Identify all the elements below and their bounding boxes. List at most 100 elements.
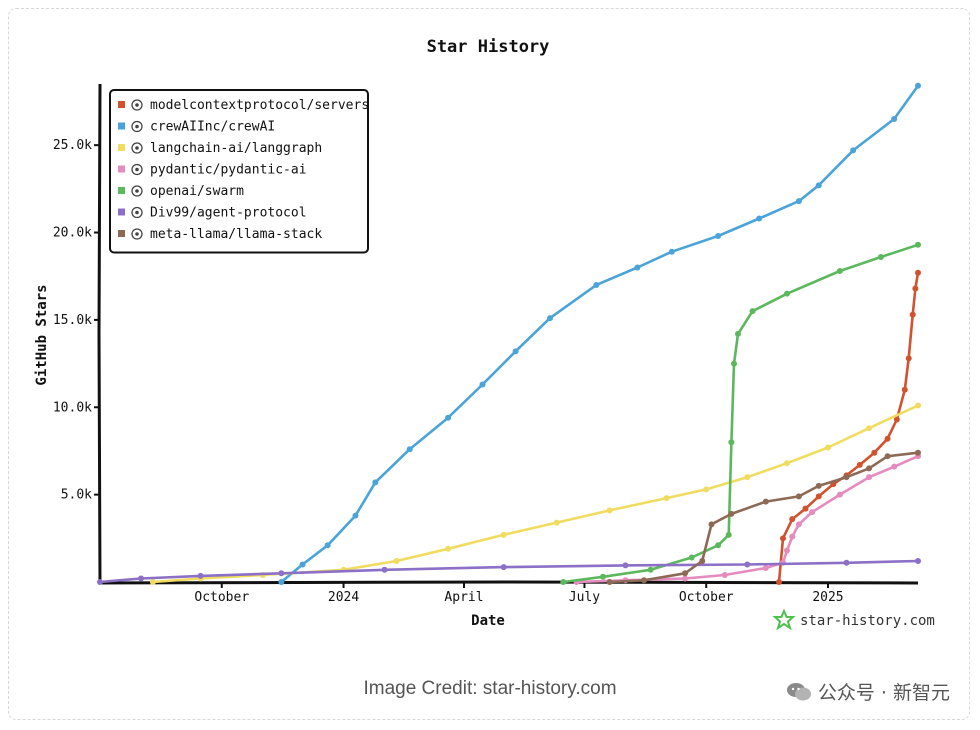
data-point	[915, 82, 921, 89]
mcp-logo-icon	[131, 99, 143, 111]
x-tick-label: April	[444, 590, 483, 605]
data-point	[789, 533, 796, 540]
data-point	[606, 507, 613, 514]
wechat-attribution: 公众号 · 新智元	[786, 678, 950, 705]
data-point	[891, 463, 898, 470]
data-point	[278, 570, 285, 577]
series-div99-agent-protocol	[97, 558, 921, 585]
data-point	[912, 285, 919, 292]
data-point	[393, 558, 400, 565]
data-point	[138, 575, 145, 582]
data-point	[815, 182, 822, 189]
data-point	[97, 579, 103, 585]
series-pydantic-pydantic-ai	[573, 453, 921, 585]
y-axis-title: GitHub Stars	[34, 284, 50, 385]
legend-label: Div99/agent-protocol	[150, 206, 307, 221]
openai-logo-icon	[131, 185, 143, 197]
legend-box	[109, 89, 369, 254]
data-point	[893, 416, 900, 423]
legend-swatch	[118, 144, 125, 151]
wechat-icon	[786, 682, 812, 702]
data-point	[406, 446, 413, 453]
data-point	[715, 233, 722, 240]
data-point	[871, 449, 878, 456]
data-point	[622, 562, 629, 569]
watermark-text: star-history.com	[800, 613, 935, 629]
legend-label: crewAIInc/crewAI	[150, 120, 275, 135]
legend-swatch	[118, 101, 125, 108]
data-point	[877, 253, 884, 260]
x-tick-label: 2025	[812, 590, 843, 605]
legend-label: modelcontextprotocol/servers	[150, 98, 369, 113]
data-point	[915, 241, 921, 248]
series-line	[562, 243, 920, 584]
data-point	[762, 498, 769, 505]
data-point	[278, 579, 285, 585]
data-point	[553, 519, 560, 526]
data-point	[703, 486, 710, 493]
data-point	[915, 402, 921, 409]
data-point	[776, 579, 783, 585]
legend-swatch	[118, 230, 125, 237]
data-point	[547, 315, 554, 322]
data-point	[909, 311, 916, 318]
series-line	[98, 559, 920, 584]
x-tick-label: July	[569, 590, 600, 605]
data-point	[725, 531, 732, 538]
y-tick-label: 15.0k	[53, 313, 92, 328]
series-modelcontextprotocol-servers	[776, 269, 921, 585]
agent-protocol-logo-icon	[131, 206, 143, 219]
data-point	[149, 579, 156, 585]
data-point	[647, 566, 654, 573]
image-frame	[8, 8, 970, 720]
legend-label: meta-llama/llama-stack	[150, 227, 322, 242]
x-axis-title: Date	[471, 613, 505, 629]
data-point	[789, 516, 796, 523]
data-point	[866, 465, 873, 472]
data-point	[744, 474, 751, 481]
data-point	[802, 505, 809, 512]
data-point	[512, 348, 519, 355]
data-point	[728, 510, 735, 517]
data-point	[850, 147, 857, 154]
chart-title: Star History	[427, 37, 550, 57]
meta-logo-icon	[131, 228, 143, 240]
star-history-logo-icon	[772, 608, 796, 631]
legend-label: pydantic/pydantic-ai	[150, 163, 307, 178]
data-point	[866, 425, 873, 432]
data-point	[905, 355, 912, 362]
data-point	[688, 554, 695, 561]
data-point	[479, 381, 486, 388]
series-crewaiinc-crewai	[278, 82, 921, 585]
data-point	[756, 215, 763, 222]
data-point	[641, 577, 648, 584]
series-line	[280, 84, 920, 584]
legend-swatch	[118, 165, 125, 173]
y-tick-label: 25.0k	[53, 138, 92, 153]
data-point	[299, 561, 306, 568]
series-line	[777, 271, 920, 584]
data-point	[815, 482, 822, 489]
series-meta-llama-llama-stack	[606, 449, 921, 585]
data-point	[795, 493, 802, 500]
data-point	[783, 460, 790, 467]
x-tick-label: October	[194, 590, 249, 605]
data-point	[500, 531, 507, 538]
data-point	[721, 572, 728, 579]
data-point	[915, 449, 921, 456]
data-point	[715, 542, 722, 549]
legend: modelcontextprotocol/servers crewAIInc/cr…	[109, 89, 369, 254]
data-point	[884, 435, 891, 442]
watermark: star-history.com	[772, 608, 935, 631]
image-credit: Image Credit: star-history.com	[363, 678, 617, 699]
data-point	[606, 579, 613, 585]
legend-swatch	[118, 122, 125, 130]
legend-swatch	[118, 208, 125, 216]
data-point	[783, 547, 790, 554]
data-point	[843, 559, 850, 566]
data-point	[901, 386, 908, 393]
data-point	[795, 198, 802, 205]
data-point	[445, 414, 452, 421]
data-point	[762, 565, 769, 572]
